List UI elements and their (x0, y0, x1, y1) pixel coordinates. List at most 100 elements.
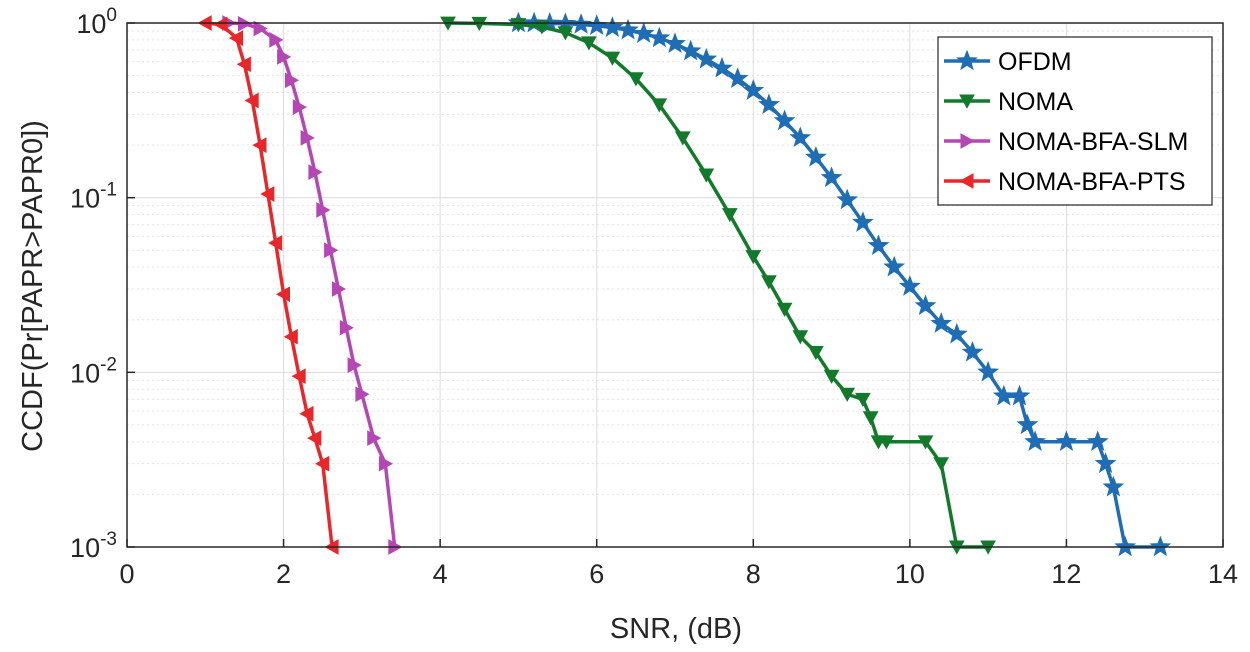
x-tick-label: 10 (895, 559, 925, 589)
data-point-ofdm (679, 39, 702, 61)
data-point-ofdm (1016, 413, 1039, 435)
data-point-ofdm (1024, 430, 1046, 452)
data-point-noma-bfa-slm (331, 281, 347, 297)
legend-label-noma-bfa-pts: NOMA-BFA-PTS (998, 168, 1186, 196)
data-point-noma (917, 435, 934, 450)
data-point-noma (628, 72, 644, 87)
legend-marker-noma-bfa-pts (959, 173, 974, 189)
data-point-noma-bfa-slm (292, 99, 307, 115)
data-point-ofdm (867, 234, 890, 256)
data-point-ofdm (742, 79, 765, 100)
data-point-ofdm (836, 188, 859, 210)
y-tick-label: 10-2 (70, 354, 117, 388)
data-point-ofdm (1094, 452, 1117, 473)
data-point-ofdm (773, 109, 796, 131)
y-tick-label: 10-1 (70, 180, 117, 214)
legend-marker-ofdm (956, 49, 978, 71)
data-point-noma (839, 387, 856, 402)
data-point-noma-bfa-pts (228, 30, 243, 46)
y-tick-label: 10-3 (70, 529, 117, 563)
data-point-noma-bfa-slm (269, 32, 284, 48)
data-point-ofdm (805, 145, 827, 167)
data-point-ofdm (961, 340, 984, 362)
data-point-noma (933, 457, 950, 472)
data-point-noma (808, 346, 824, 361)
legend-label-noma-bfa-slm: NOMA-BFA-SLM (998, 128, 1188, 156)
legend-label-ofdm: OFDM (998, 48, 1072, 76)
data-point-ofdm (1102, 475, 1125, 497)
data-point-ofdm (914, 294, 937, 316)
data-point-noma-bfa-slm (300, 130, 315, 146)
data-point-noma-bfa-slm (324, 242, 339, 259)
series-noma-bfa-slm (222, 15, 403, 555)
data-point-noma (855, 392, 871, 408)
data-point-ofdm (977, 360, 1000, 382)
data-point-noma (557, 26, 574, 41)
data-point-noma-bfa-pts (213, 16, 228, 33)
data-point-noma (878, 435, 895, 450)
data-point-noma-bfa-pts (299, 405, 314, 422)
data-point-noma-bfa-slm (284, 72, 300, 89)
data-point-noma-bfa-slm (238, 15, 253, 32)
data-point-noma-bfa-pts (268, 235, 283, 251)
series-layer (197, 11, 1172, 557)
data-point-noma-bfa-pts (307, 430, 322, 446)
data-point-ofdm (930, 312, 953, 333)
data-point-ofdm (601, 16, 624, 37)
data-point-noma-bfa-slm (378, 455, 394, 472)
data-point-noma-bfa-pts (260, 186, 275, 202)
data-point-noma-bfa-pts (291, 368, 306, 385)
plot-frame (126, 22, 1224, 548)
data-point-noma-bfa-slm (277, 49, 292, 65)
x-tick-labels: 0 2 4 6 8 10 12 14 (119, 539, 1238, 589)
data-point-noma-bfa-pts (244, 92, 259, 109)
data-point-noma-bfa-slm (355, 386, 370, 403)
data-point-noma (792, 330, 809, 345)
data-point-noma-bfa-slm (339, 319, 354, 336)
x-tick-label: 12 (1051, 559, 1081, 589)
data-point-noma-bfa-pts (283, 328, 298, 345)
data-point-noma (534, 20, 550, 35)
data-point-ofdm (945, 322, 968, 344)
data-point-ofdm (820, 166, 843, 188)
data-point-ofdm (711, 56, 733, 78)
data-point-noma (651, 98, 668, 113)
x-tick-label: 6 (589, 559, 604, 589)
data-point-ofdm (852, 211, 874, 232)
data-point-ofdm (1114, 535, 1137, 557)
x-tick-label: 8 (746, 559, 761, 589)
data-point-ofdm (1055, 430, 1078, 452)
data-point-noma-bfa-pts (236, 56, 251, 73)
data-point-ofdm (664, 32, 686, 54)
data-point-noma-bfa-slm (308, 164, 323, 180)
x-tick-label: 0 (119, 559, 134, 589)
x-tick-label: 4 (433, 559, 448, 589)
data-point-noma (510, 18, 527, 33)
data-point-ofdm (758, 93, 780, 115)
data-point-noma (604, 51, 621, 66)
data-point-noma (581, 36, 597, 51)
y-axis-label: CCDF(Pr[PAPR>PAPR0]) (17, 120, 49, 452)
data-point-noma (761, 275, 777, 290)
data-point-noma (698, 168, 715, 183)
data-point-noma-bfa-slm (253, 20, 268, 37)
data-point-noma (776, 302, 793, 317)
data-point-ofdm (648, 26, 671, 48)
legend-marker-noma-bfa-slm (960, 133, 975, 149)
y-tick-label: 100 (76, 5, 117, 39)
legend-label-noma: NOMA (998, 88, 1073, 116)
data-point-noma (862, 411, 879, 426)
data-point-ofdm (617, 18, 639, 40)
series-ofdm (507, 11, 1172, 557)
data-point-ofdm (898, 275, 921, 296)
data-point-noma (721, 208, 738, 223)
data-point-ofdm (1008, 384, 1031, 406)
data-point-noma-bfa-slm (316, 202, 331, 218)
data-point-noma (674, 131, 691, 146)
legend-box (937, 36, 1213, 206)
data-point-ofdm (726, 67, 749, 88)
data-point-noma-bfa-slm (347, 357, 362, 373)
legend-marker-noma (959, 94, 975, 109)
data-point-noma-bfa-slm (367, 430, 382, 446)
